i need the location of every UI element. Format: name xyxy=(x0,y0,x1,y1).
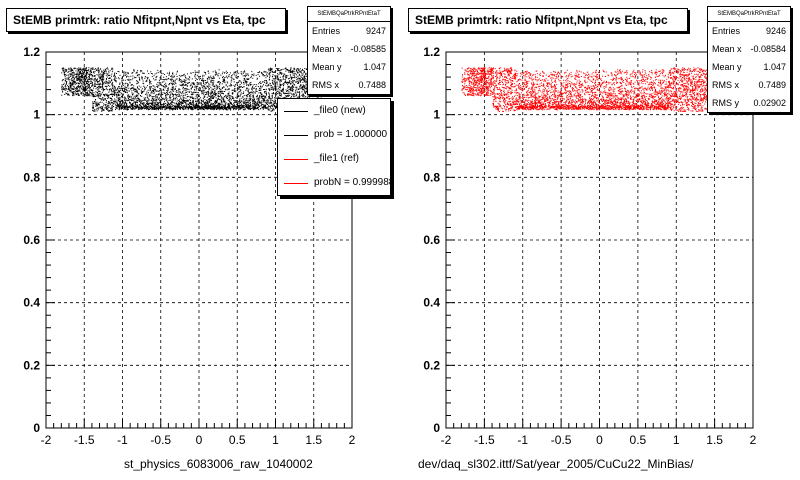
legend-line-black xyxy=(284,135,308,136)
stats-value: 9246 xyxy=(765,26,786,36)
y-tick-label: 0 xyxy=(33,421,40,435)
y-tick-label: 1 xyxy=(433,108,440,122)
x-tick-label: -0.5 xyxy=(551,433,572,447)
left-panel: -2 -1.5 -1 -0.5 0 0.5 1 1.5 2 0 0.2 0.4 0.6 0.8 1 1.2 S… xyxy=(6,6,391,471)
stats-label: Mean x xyxy=(312,44,342,54)
x-tick-label: -1 xyxy=(117,433,128,447)
stats-row-entries: Entries 9247 xyxy=(308,22,390,40)
stats-value: 1.047 xyxy=(363,62,386,72)
y-tick-label: 0.2 xyxy=(23,358,40,372)
stats-value: 0.7489 xyxy=(758,80,786,90)
plot-title: StEMB primtrk: ratio Nfitpnt,Npnt vs Eta… xyxy=(408,8,688,32)
stats-label: RMS x xyxy=(712,80,739,90)
x-tick-label: 1.5 xyxy=(706,433,723,447)
y-tick-label: 0.8 xyxy=(23,170,40,184)
stats-label: Mean x xyxy=(712,44,742,54)
legend-entry-prob: prob = 1.000000 xyxy=(278,123,390,147)
plot-title-text: StEMB primtrk: ratio Nfitpnt,Npnt vs Eta… xyxy=(13,13,266,27)
legend-line-black xyxy=(284,111,308,112)
y-tick-label: 1.2 xyxy=(23,45,40,59)
y-tick-label: 0.6 xyxy=(423,233,440,247)
stats-value: 0.02902 xyxy=(753,98,786,108)
y-tick-label: 0.4 xyxy=(423,296,440,310)
y-tick-label: 0.8 xyxy=(423,170,440,184)
y-tick-label: 1.2 xyxy=(423,45,440,59)
stats-label: RMS y xyxy=(712,98,739,108)
x-tick-label: 1.5 xyxy=(305,433,322,447)
stats-value: 9247 xyxy=(365,26,386,36)
stats-row-rms-y: RMS y 0.02902 xyxy=(708,94,790,112)
x-tick-label: -2 xyxy=(441,433,452,447)
stats-box: StEMBQaPtrkRPntEtaT Entries 9247 Mean x … xyxy=(307,6,391,95)
legend-entry-file1: _file1 (ref) xyxy=(278,147,390,171)
plot-title-text: StEMB primtrk: ratio Nfitpnt,Npnt vs Eta… xyxy=(415,13,668,27)
x-tick-label: 0.5 xyxy=(630,433,647,447)
scatter-plot-right: -2 -1.5 -1 -0.5 0 0.5 1 1.5 2 0 0.2 0.4 0.6 0.8 1 1.2 xyxy=(423,45,757,447)
x-tick-label: -1.5 xyxy=(474,433,495,447)
x-tick-label: 0 xyxy=(596,433,603,447)
x-tick-label: -2 xyxy=(41,433,52,447)
x-tick-label: 2 xyxy=(349,433,356,447)
x-tick-label: 1 xyxy=(272,433,279,447)
stats-label: Entries xyxy=(312,26,341,36)
stats-value: 0.7488 xyxy=(358,80,386,90)
stats-row-mean-y: Mean y 1.047 xyxy=(308,58,390,76)
legend: _file0 (new) prob = 1.000000 _file1 (ref… xyxy=(277,98,391,196)
stats-row-mean-y: Mean y 1.047 xyxy=(708,58,790,76)
x-tick-label: 2 xyxy=(750,433,757,447)
x-tick-label: 0.5 xyxy=(229,433,246,447)
y-tick-label: 0.2 xyxy=(423,358,440,372)
y-tick-label: 0.6 xyxy=(23,233,40,247)
stats-label: Entries xyxy=(712,26,741,36)
right-panel: -2 -1.5 -1 -0.5 0 0.5 1 1.5 2 0 0.2 0.4 0.6 0.8 1 1.2 S… xyxy=(400,0,800,480)
y-tick-label: 0.4 xyxy=(23,296,40,310)
x-tick-label: -0.5 xyxy=(150,433,171,447)
legend-entry-file0: _file0 (new) xyxy=(278,99,390,123)
scatter-points xyxy=(461,67,724,112)
legend-line-red xyxy=(284,159,308,160)
stats-value: 1.047 xyxy=(763,62,786,72)
x-tick-label: 1 xyxy=(673,433,680,447)
x-axis-title: st_physics_6083006_raw_1040002 xyxy=(124,457,313,471)
stats-row-entries: Entries 9246 xyxy=(708,22,790,40)
legend-label: _file1 (ref) xyxy=(314,153,360,164)
legend-entry-probn: probN = 0.999988 xyxy=(278,171,390,195)
y-tick-label: 1 xyxy=(33,108,40,122)
stats-box: StEMBQaPtrkRPntEtaT Entries 9246 Mean x … xyxy=(707,6,791,113)
stats-row-rms-x: RMS x 0.7488 xyxy=(308,76,390,94)
legend-label: probN = 0.999988 xyxy=(314,177,391,188)
x-tick-label: 0 xyxy=(196,433,203,447)
stats-value: -0.08585 xyxy=(350,44,386,54)
legend-label: prob = 1.000000 xyxy=(314,129,388,140)
stats-label: Mean y xyxy=(712,62,742,72)
stats-label: Mean y xyxy=(312,62,342,72)
stats-label: RMS x xyxy=(312,80,339,90)
stats-histogram-name: StEMBQaPtrkRPntEtaT xyxy=(308,7,390,22)
stats-row-rms-x: RMS x 0.7489 xyxy=(708,76,790,94)
stats-row-mean-x: Mean x -0.08584 xyxy=(708,40,790,58)
stats-row-mean-x: Mean x -0.08585 xyxy=(308,40,390,58)
x-axis-title: dev/daq_sl302.ittf/Sat/year_2005/CuCu22_… xyxy=(418,457,694,471)
stats-histogram-name: StEMBQaPtrkRPntEtaT xyxy=(708,7,790,22)
stats-value: -0.08584 xyxy=(750,44,786,54)
plot-title: StEMB primtrk: ratio Nfitpnt,Npnt vs Eta… xyxy=(6,8,286,32)
x-tick-label: -1 xyxy=(517,433,528,447)
legend-line-red xyxy=(284,183,308,184)
y-tick-label: 0 xyxy=(433,421,440,435)
legend-label: _file0 (new) xyxy=(314,105,366,116)
x-tick-label: -1.5 xyxy=(74,433,95,447)
